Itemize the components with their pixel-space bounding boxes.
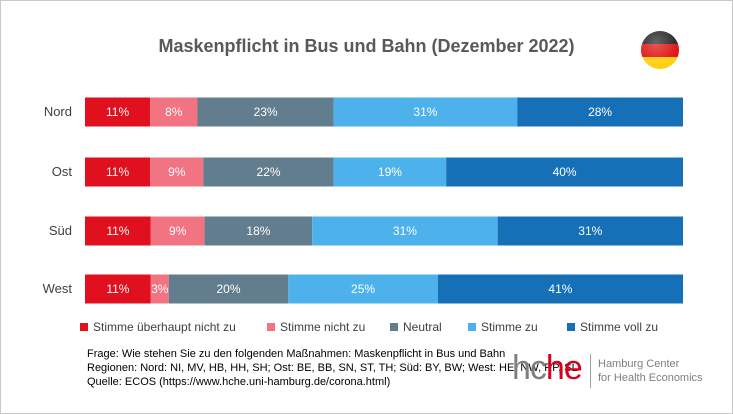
bar-segment-süd-2: [204, 216, 313, 246]
legend-item-1: Stimme nicht zu: [267, 320, 365, 334]
hche-logo: hche Hamburg Center for Health Economics: [512, 349, 712, 392]
data-label-west-0: 11%: [106, 282, 129, 296]
bar-segment-nord-3: [333, 97, 518, 127]
data-label-west-1: 3%: [151, 282, 169, 296]
legend-item-3: Stimme zu: [468, 320, 538, 334]
data-label-ost-1: 9%: [168, 165, 186, 179]
bar-segment-ost-1: [150, 157, 204, 187]
legend-swatch-4: [567, 323, 575, 331]
chart-legend: Stimme überhaupt nicht zu Stimme nicht zu…: [80, 320, 700, 336]
legend-item-2: Neutral: [390, 320, 442, 334]
bar-segment-nord-2: [197, 97, 334, 127]
data-label-ost-4: 40%: [553, 165, 577, 179]
category-label-ost: Ost: [52, 164, 73, 179]
legend-swatch-2: [390, 323, 398, 331]
bar-segment-süd-4: [497, 216, 683, 246]
bar-segment-ost-2: [203, 157, 334, 187]
category-label-west: West: [43, 281, 73, 296]
data-label-nord-3: 31%: [413, 105, 437, 119]
legend-item-4: Stimme voll zu: [567, 320, 658, 334]
bar-segment-west-3: [288, 274, 438, 304]
logo-separator: [590, 354, 591, 388]
data-label-ost-3: 19%: [378, 165, 402, 179]
data-label-nord-2: 23%: [254, 105, 278, 119]
data-label-süd-0: 11%: [106, 224, 129, 238]
logo-line-2: for Health Economics: [598, 372, 703, 384]
data-label-süd-4: 31%: [578, 224, 602, 238]
bar-segment-süd-1: [150, 216, 205, 246]
footnote-question: Frage: Wie stehen Sie zu den folgenden M…: [87, 348, 506, 360]
legend-swatch-1: [267, 323, 275, 331]
bar-segment-west-1: [150, 274, 169, 304]
data-label-west-3: 25%: [351, 282, 375, 296]
bar-segment-nord-4: [517, 97, 683, 127]
data-label-ost-2: 22%: [257, 165, 281, 179]
legend-label-4: Stimme voll zu: [580, 320, 659, 334]
legend-swatch-0: [80, 323, 88, 331]
bar-segment-ost-4: [446, 157, 683, 187]
legend-label-3: Stimme zu: [481, 320, 538, 334]
data-label-süd-1: 9%: [169, 224, 187, 238]
bar-segment-west-2: [168, 274, 289, 304]
footnotes: Frage: Wie stehen Sie zu den folgenden M…: [87, 347, 578, 389]
footnote-source: Quelle: ECOS (https://www.hche.uni-hambu…: [87, 376, 391, 388]
data-label-nord-0: 11%: [106, 105, 129, 119]
bar-segment-süd-0: [85, 216, 151, 246]
data-label-ost-0: 11%: [106, 165, 129, 179]
logo-line-1: Hamburg Center: [598, 358, 680, 370]
data-label-west-4: 41%: [548, 282, 572, 296]
data-label-süd-3: 31%: [393, 224, 417, 238]
legend-item-0: Stimme überhaupt nicht zu: [80, 320, 236, 334]
bar-segment-süd-3: [312, 216, 498, 246]
logo-text: Hamburg Center for Health Economics: [598, 357, 703, 385]
legend-label-2: Neutral: [403, 320, 442, 334]
category-label-süd: Süd: [49, 223, 72, 238]
category-label-nord: Nord: [44, 104, 72, 119]
bar-segment-west-0: [85, 274, 151, 304]
bar-segment-ost-0: [85, 157, 151, 187]
legend-label-0: Stimme überhaupt nicht zu: [93, 320, 236, 334]
legend-swatch-3: [468, 323, 476, 331]
chart-title: Maskenpflicht in Bus und Bahn (Dezember …: [158, 36, 575, 56]
legend-label-1: Stimme nicht zu: [280, 320, 366, 334]
data-label-nord-1: 8%: [165, 105, 183, 119]
data-label-süd-2: 18%: [246, 224, 270, 238]
bar-segment-nord-0: [85, 97, 151, 127]
bar-segment-nord-1: [150, 97, 198, 127]
bar-segment-west-4: [437, 274, 683, 304]
logo-mark: hche: [512, 349, 583, 387]
germany-flag-icon: [641, 31, 679, 69]
footnote-regions: Regionen: Nord: NI, MV, HB, HH, SH; Ost:…: [87, 362, 578, 374]
data-label-west-2: 20%: [217, 282, 241, 296]
bar-segment-ost-3: [333, 157, 447, 187]
data-label-nord-4: 28%: [588, 105, 612, 119]
